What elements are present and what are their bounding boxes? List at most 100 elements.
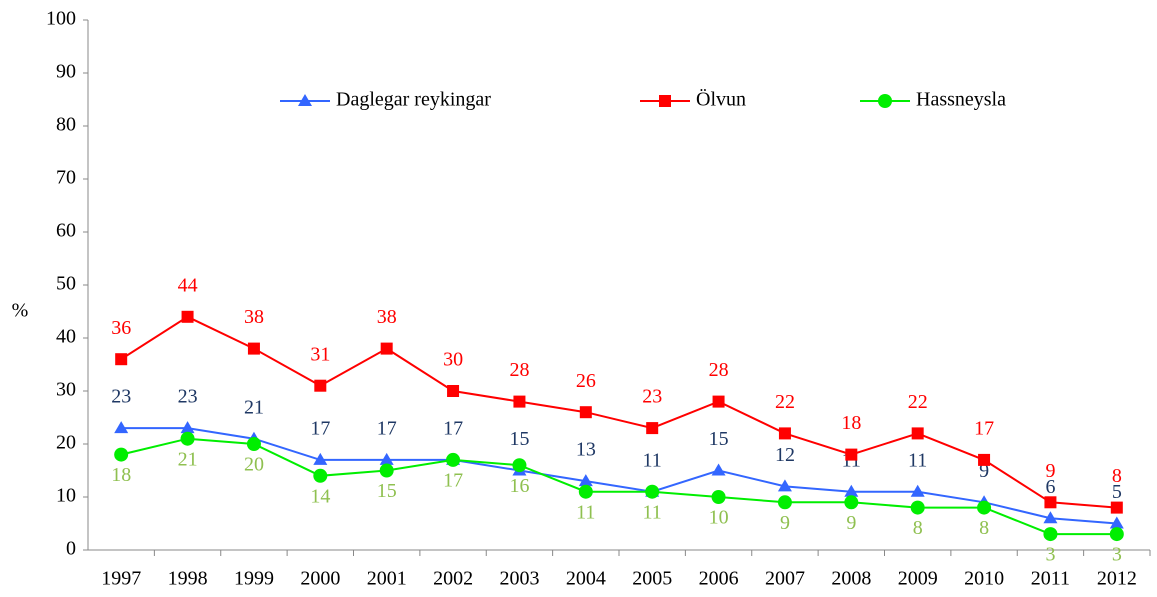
- marker: [1110, 501, 1123, 514]
- marker: [1109, 516, 1124, 529]
- data-label: 15: [377, 480, 397, 502]
- y-tick-label: 0: [66, 538, 76, 560]
- data-label: 11: [643, 449, 662, 471]
- marker: [246, 437, 261, 451]
- marker: [513, 395, 526, 408]
- data-label: 17: [310, 417, 330, 439]
- data-label: 21: [178, 448, 198, 470]
- marker: [778, 427, 791, 440]
- data-label: 10: [709, 507, 729, 529]
- marker: [114, 447, 129, 462]
- y-tick-label: 30: [56, 379, 76, 401]
- x-tick-label: 2010: [964, 568, 1004, 590]
- x-tick-label: 1999: [234, 568, 274, 590]
- legend-label: Hassneysla: [916, 89, 1006, 111]
- marker: [114, 421, 129, 434]
- marker: [379, 452, 394, 465]
- marker: [447, 385, 460, 397]
- data-label: 18: [841, 412, 861, 434]
- data-label: 9: [780, 512, 790, 534]
- x-tick-label: 2009: [898, 568, 938, 590]
- marker: [844, 484, 859, 497]
- data-label: 23: [178, 386, 198, 408]
- data-label: 11: [643, 501, 662, 523]
- data-label: 17: [974, 417, 994, 439]
- data-label: 12: [775, 444, 795, 466]
- data-label: 6: [1045, 476, 1055, 498]
- data-label: 9: [979, 460, 989, 482]
- x-tick-label: 2006: [699, 568, 739, 590]
- y-tick-label: 50: [56, 273, 76, 295]
- y-tick-label: 100: [46, 8, 76, 30]
- marker: [512, 458, 527, 473]
- marker: [878, 94, 892, 108]
- x-tick-label: 2005: [632, 568, 672, 590]
- y-tick-label: 80: [56, 114, 76, 136]
- data-label: 8: [913, 517, 923, 539]
- legend-label: Ölvun: [696, 88, 746, 111]
- data-label: 17: [377, 417, 397, 439]
- data-label: 18: [111, 464, 131, 486]
- data-label: 16: [509, 475, 529, 497]
- data-label: 20: [244, 454, 264, 476]
- marker: [1044, 496, 1057, 509]
- marker: [712, 395, 725, 408]
- legend-label: Daglegar reykingar: [336, 89, 491, 111]
- data-label: 3: [1045, 544, 1055, 566]
- data-label: 3: [1112, 544, 1122, 566]
- marker: [314, 379, 327, 392]
- data-label: 36: [111, 317, 131, 339]
- x-tick-label: 2001: [367, 568, 407, 590]
- y-tick-label: 90: [56, 61, 76, 83]
- marker: [578, 484, 593, 499]
- x-tick-label: 1997: [101, 568, 141, 590]
- marker: [978, 453, 991, 466]
- data-label: 9: [1045, 460, 1055, 482]
- data-label: 5: [1112, 481, 1122, 503]
- marker: [579, 406, 592, 419]
- marker: [646, 422, 659, 435]
- x-tick-label: 2007: [765, 568, 805, 590]
- data-label: 44: [178, 274, 198, 296]
- marker: [247, 342, 260, 355]
- marker: [379, 463, 394, 478]
- x-tick-label: 1998: [168, 568, 208, 590]
- data-label: 38: [244, 306, 264, 328]
- series-line: [120, 315, 1117, 509]
- marker: [645, 484, 660, 499]
- y-tick-label: 70: [56, 167, 76, 189]
- x-tick-label: 2004: [566, 568, 606, 590]
- data-label: 13: [576, 439, 596, 461]
- data-label: 11: [576, 501, 595, 523]
- x-tick-label: 2000: [300, 568, 340, 590]
- series-line: [120, 437, 1117, 536]
- marker: [1043, 527, 1058, 542]
- data-label: 17: [443, 469, 463, 491]
- data-label: 30: [443, 349, 463, 371]
- marker: [1043, 511, 1058, 524]
- y-tick-label: 40: [56, 326, 76, 348]
- y-tick-label: 60: [56, 220, 76, 242]
- data-label: 17: [443, 417, 463, 439]
- y-tick-label: 20: [56, 432, 76, 454]
- marker: [977, 500, 992, 515]
- marker: [115, 353, 128, 366]
- data-label: 21: [244, 396, 264, 418]
- data-label: 8: [979, 517, 989, 539]
- marker: [380, 342, 393, 355]
- marker: [298, 94, 312, 106]
- data-label: 9: [846, 512, 856, 534]
- data-label: 28: [509, 359, 529, 381]
- marker: [844, 495, 859, 510]
- marker: [180, 421, 195, 434]
- x-tick-label: 2008: [831, 568, 871, 590]
- marker: [777, 479, 792, 492]
- x-tick-label: 2012: [1097, 568, 1137, 590]
- marker: [911, 427, 924, 440]
- series-line: [121, 427, 1117, 525]
- data-label: 8: [1112, 465, 1122, 487]
- data-label: 38: [377, 306, 397, 328]
- marker: [180, 431, 195, 446]
- marker: [578, 474, 593, 487]
